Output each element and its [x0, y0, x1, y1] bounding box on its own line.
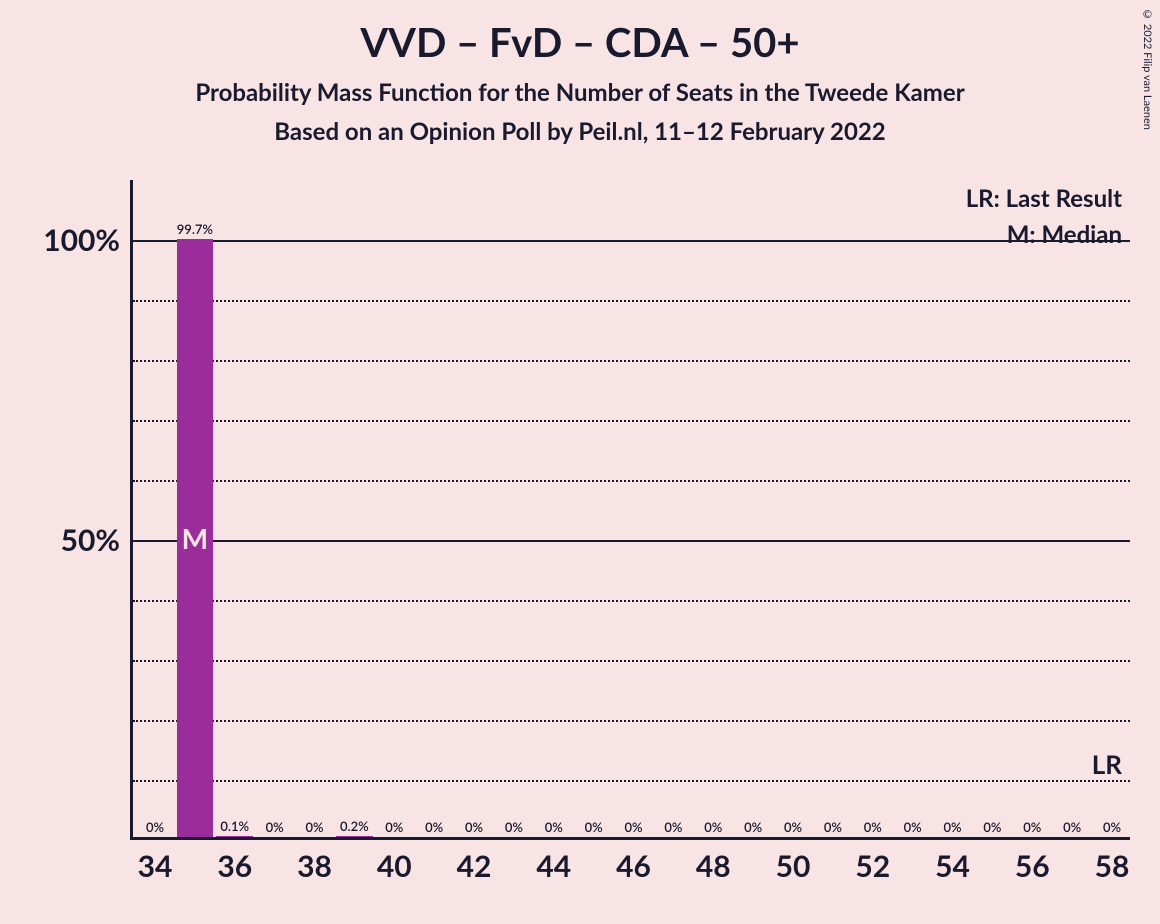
bar-value-label: 0% — [266, 819, 284, 835]
x-tick-label: 42 — [457, 848, 492, 884]
chart-title-sub2: Based on an Opinion Poll by Peil.nl, 11–… — [0, 117, 1160, 146]
bar-value-label: 0% — [784, 819, 802, 835]
grid-minor — [133, 480, 1130, 482]
y-tick-label: 100% — [43, 222, 120, 258]
x-tick-label: 44 — [536, 848, 571, 884]
bar-value-label: 0% — [1063, 819, 1081, 835]
chart-title-main: VVD – FvD – CDA – 50+ — [0, 18, 1160, 66]
bar-value-label: 0.2% — [340, 818, 369, 834]
bar-value-label: 0% — [624, 819, 642, 835]
x-tick-label: 54 — [935, 848, 970, 884]
legend-m: M: Median — [1007, 220, 1122, 249]
grid-minor — [133, 720, 1130, 722]
grid-major — [133, 240, 1130, 242]
bar-value-label: 0% — [864, 819, 882, 835]
grid-minor — [133, 360, 1130, 362]
bar-value-label: 0% — [545, 819, 563, 835]
bar-value-label: 0% — [1023, 819, 1041, 835]
grid-minor — [133, 780, 1130, 782]
x-tick-label: 34 — [138, 848, 173, 884]
x-tick-label: 50 — [776, 848, 811, 884]
bar: 0.2% — [336, 836, 373, 837]
x-axis — [130, 837, 1130, 840]
median-marker: M — [182, 521, 208, 555]
bar: 99.7%M — [177, 239, 214, 837]
x-tick-label: 40 — [377, 848, 412, 884]
bar: 0.1% — [216, 836, 253, 837]
bar-value-label: 0% — [704, 819, 722, 835]
chart-title-sub1: Probability Mass Function for the Number… — [0, 78, 1160, 107]
bar-value-label: 0% — [305, 819, 323, 835]
lr-marker: LR — [1092, 748, 1122, 780]
x-tick-label: 56 — [1015, 848, 1050, 884]
bar-value-label: 0% — [585, 819, 603, 835]
bar-value-label: 0% — [146, 819, 164, 835]
bar-value-label: 0% — [943, 819, 961, 835]
bar-value-label: 0% — [1103, 819, 1121, 835]
bar-value-label: 0% — [385, 819, 403, 835]
bar-value-label: 0% — [904, 819, 922, 835]
x-tick-label: 38 — [297, 848, 332, 884]
grid-minor — [133, 420, 1130, 422]
bar-value-label: 0% — [824, 819, 842, 835]
grid-major — [133, 540, 1130, 542]
bar-value-label: 0% — [664, 819, 682, 835]
x-tick-label: 52 — [855, 848, 890, 884]
y-tick-label: 50% — [61, 522, 120, 558]
x-tick-label: 58 — [1095, 848, 1130, 884]
x-tick-label: 46 — [616, 848, 651, 884]
x-tick-label: 36 — [217, 848, 252, 884]
bar-value-label: 99.7% — [177, 221, 213, 237]
bar-value-label: 0% — [465, 819, 483, 835]
copyright-text: © 2022 Filip van Laenen — [1141, 8, 1154, 130]
legend-lr: LR: Last Result — [966, 184, 1122, 213]
bar-value-label: 0% — [425, 819, 443, 835]
chart-titles: VVD – FvD – CDA – 50+ Probability Mass F… — [0, 0, 1160, 146]
bar-value-label: 0% — [983, 819, 1001, 835]
bar-value-label: 0% — [505, 819, 523, 835]
x-tick-label: 48 — [696, 848, 731, 884]
grid-minor — [133, 660, 1130, 662]
grid-minor — [133, 600, 1130, 602]
chart-plot-area: LR: Last Result M: Median 50%100%0%99.7%… — [130, 180, 1130, 840]
grid-minor — [133, 300, 1130, 302]
y-axis — [130, 180, 133, 840]
bar-value-label: 0% — [744, 819, 762, 835]
bar-value-label: 0.1% — [220, 818, 249, 834]
